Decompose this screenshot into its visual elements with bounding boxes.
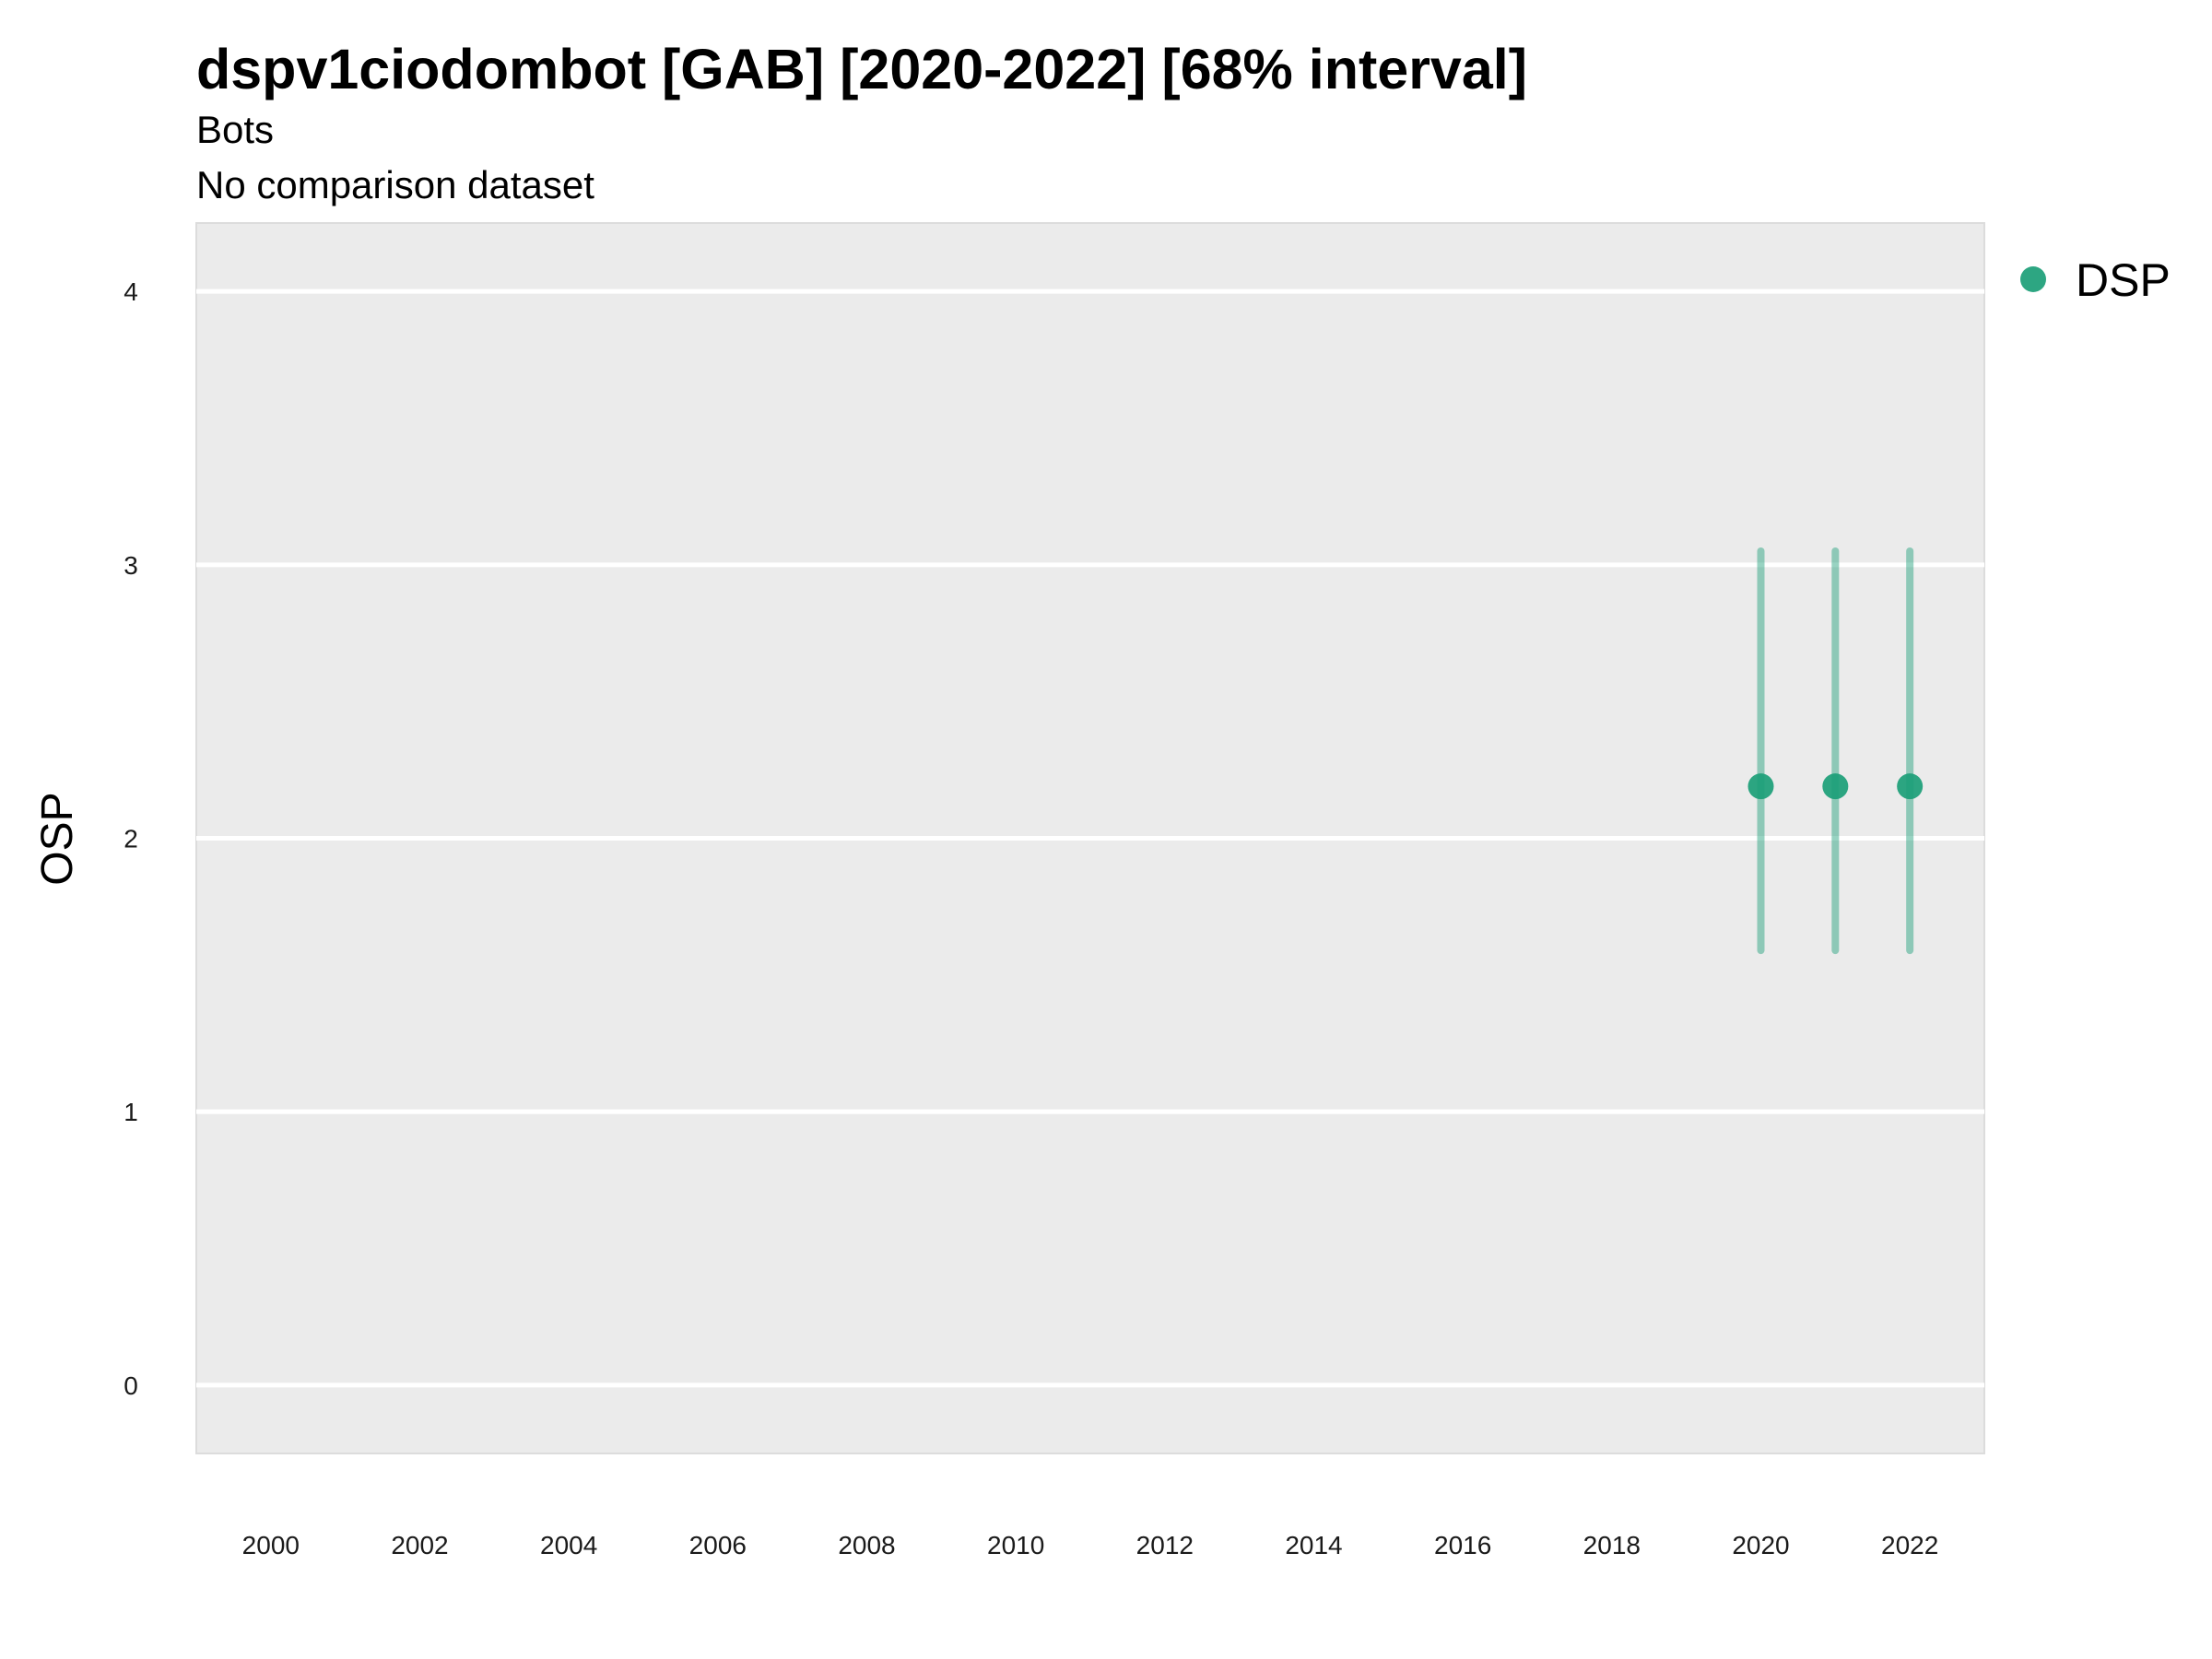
legend-label-dsp: DSP (2076, 254, 2171, 306)
y-axis-title: OSP (33, 792, 82, 885)
x-tick-label-2004: 2004 (540, 1531, 597, 1559)
chart-title: dspv1ciodombot [GAB] [2020-2022] [68% in… (196, 38, 1527, 100)
y-tick-label-1: 1 (124, 1098, 138, 1126)
x-tick-label-2000: 2000 (242, 1531, 300, 1559)
y-tick-label-0: 0 (124, 1371, 138, 1400)
chart-subtitle: Bots (196, 108, 274, 151)
x-tick-label-2018: 2018 (1583, 1531, 1641, 1559)
y-tick-label-4: 4 (124, 277, 138, 306)
legend-key-dsp (2020, 266, 2046, 292)
x-tick-label-2022: 2022 (1881, 1531, 1938, 1559)
x-axis-ticks: 2000 2002 2004 2006 2008 2010 2012 2014 2016 2018… (242, 1531, 1939, 1559)
gridlines (196, 288, 1984, 1388)
x-tick-label-2010: 2010 (987, 1531, 1044, 1559)
chart-caption: No comparison dataset (196, 163, 594, 206)
x-tick-label-2016: 2016 (1434, 1531, 1491, 1559)
x-tick-label-2002: 2002 (391, 1531, 448, 1559)
point-2021 (1822, 773, 1849, 800)
x-tick-label-2014: 2014 (1285, 1531, 1342, 1559)
point-2020 (1747, 773, 1774, 800)
x-tick-label-2008: 2008 (838, 1531, 895, 1559)
x-tick-label-2020: 2020 (1732, 1531, 1789, 1559)
x-tick-label-2012: 2012 (1136, 1531, 1194, 1559)
point-2022 (1897, 773, 1924, 800)
x-tick-label-2006: 2006 (689, 1531, 747, 1559)
y-tick-label-2: 2 (124, 825, 138, 853)
legend: DSP (2020, 254, 2171, 306)
y-axis-ticks: 0 1 2 3 4 (124, 277, 138, 1400)
data-marks (1747, 547, 1924, 955)
y-tick-label-3: 3 (124, 551, 138, 580)
